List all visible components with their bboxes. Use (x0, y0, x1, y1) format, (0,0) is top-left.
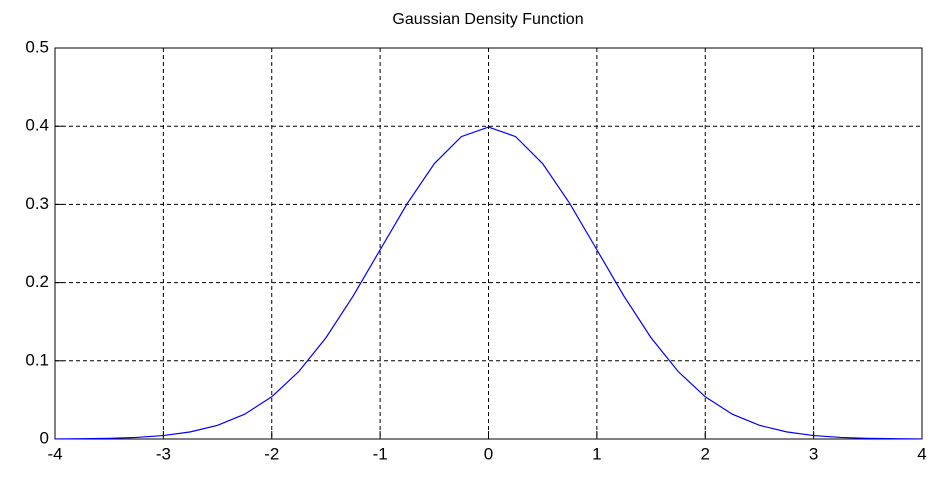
x-tick-label: 4 (917, 444, 926, 463)
x-tick-label: 1 (592, 444, 601, 463)
x-tick-label: -4 (47, 444, 62, 463)
y-tick-label: 0.3 (25, 194, 49, 213)
x-tick-label: 0 (484, 444, 493, 463)
y-tick-label: 0 (40, 428, 49, 447)
y-tick-label: 0.1 (25, 350, 49, 369)
y-tick-label: 0.4 (25, 116, 49, 135)
x-tick-label: -3 (156, 444, 171, 463)
x-tick-label: -2 (264, 444, 279, 463)
chart-title: Gaussian Density Function (392, 11, 583, 28)
line-series (54, 126, 923, 440)
y-tick-label: 0.2 (25, 272, 49, 291)
x-tick-label: -1 (373, 444, 388, 463)
y-tick-label: 0.5 (25, 37, 49, 56)
x-tick-label: 2 (701, 444, 710, 463)
plot-frame (54, 47, 923, 440)
x-tick-label: 3 (809, 444, 818, 463)
